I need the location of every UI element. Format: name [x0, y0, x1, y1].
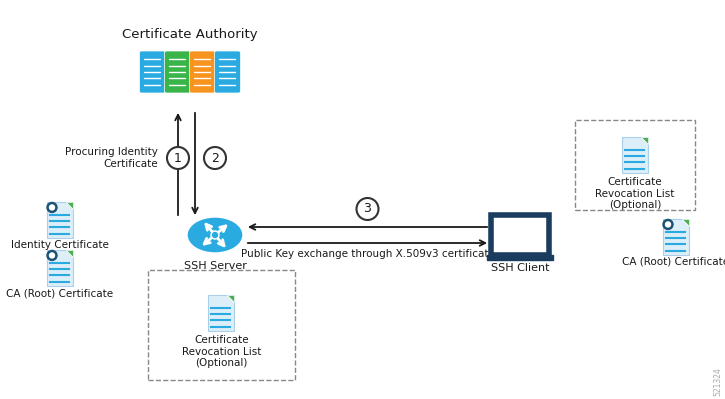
Text: Certificate Authority: Certificate Authority [123, 28, 258, 41]
FancyBboxPatch shape [139, 51, 165, 93]
Circle shape [357, 198, 378, 220]
Text: SSH Server: SSH Server [183, 261, 247, 271]
Text: CA (Root) Certificate: CA (Root) Certificate [7, 288, 114, 298]
Text: 521324: 521324 [713, 367, 722, 396]
FancyBboxPatch shape [209, 295, 234, 330]
FancyBboxPatch shape [148, 270, 295, 380]
Polygon shape [228, 295, 234, 302]
Circle shape [212, 233, 218, 237]
Circle shape [49, 205, 54, 210]
Text: Identity Certificate: Identity Certificate [11, 240, 109, 250]
FancyBboxPatch shape [663, 219, 689, 255]
Polygon shape [682, 219, 689, 227]
Polygon shape [66, 202, 73, 209]
Text: Procuring Identity
Certificate: Procuring Identity Certificate [65, 147, 158, 169]
FancyBboxPatch shape [491, 215, 549, 255]
Circle shape [663, 219, 673, 229]
Circle shape [49, 253, 54, 258]
FancyBboxPatch shape [189, 51, 215, 93]
Text: 2: 2 [211, 152, 219, 164]
FancyBboxPatch shape [47, 251, 73, 286]
Circle shape [47, 251, 57, 261]
Ellipse shape [187, 217, 243, 253]
Text: 1: 1 [174, 152, 182, 164]
Polygon shape [66, 251, 73, 257]
Text: CA (Root) Certificate: CA (Root) Certificate [623, 257, 725, 267]
FancyBboxPatch shape [622, 137, 648, 172]
FancyBboxPatch shape [215, 51, 241, 93]
Text: SSH Client: SSH Client [491, 263, 550, 273]
FancyBboxPatch shape [575, 120, 695, 210]
Circle shape [47, 202, 57, 212]
FancyBboxPatch shape [487, 255, 553, 260]
FancyBboxPatch shape [47, 202, 73, 237]
Text: Certificate
Revocation List
(Optional): Certificate Revocation List (Optional) [182, 335, 261, 368]
Circle shape [167, 147, 189, 169]
Circle shape [666, 222, 671, 227]
Text: Certificate
Revocation List
(Optional): Certificate Revocation List (Optional) [595, 177, 675, 210]
Text: 3: 3 [363, 203, 371, 215]
Polygon shape [641, 137, 648, 144]
Text: Public Key exchange through X.509v3 certificate: Public Key exchange through X.509v3 cert… [241, 249, 494, 259]
FancyBboxPatch shape [165, 51, 191, 93]
Circle shape [211, 231, 219, 239]
Circle shape [204, 147, 226, 169]
